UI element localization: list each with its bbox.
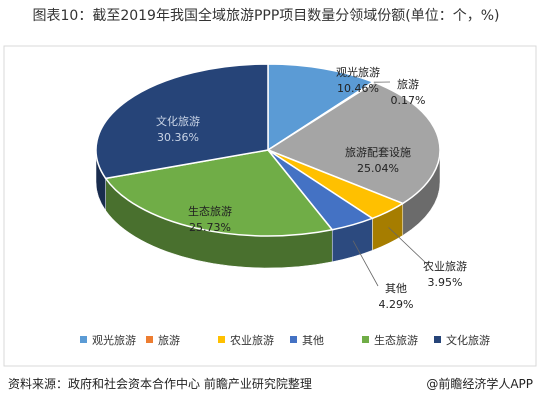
source: 资料来源：政府和社会资本合作中心 前瞻产业研究院整理 — [8, 377, 312, 391]
leader-line — [352, 240, 379, 287]
data-label-name: 旅游 — [397, 77, 419, 91]
data-label: 25.04% — [357, 162, 399, 175]
data-label: 25.73% — [189, 221, 231, 234]
data-label: 30.36% — [157, 131, 199, 144]
brand: @前瞻经济学人APP — [426, 377, 533, 391]
slice — [267, 63, 375, 152]
legend-label: 其他 — [302, 334, 324, 347]
legend-swatch — [290, 336, 297, 343]
data-label-name: 旅游配套设施 — [345, 145, 411, 159]
data-label-name: 观光旅游 — [336, 65, 380, 79]
data-label: 10.46% — [337, 82, 379, 95]
slice — [95, 63, 269, 180]
data-label-name: 生态旅游 — [188, 204, 232, 218]
data-label: 0.17% — [391, 94, 426, 107]
slice — [104, 149, 334, 237]
data-label-name: 其他 — [385, 282, 407, 295]
legend-label: 生态旅游 — [374, 333, 418, 347]
data-label-name: 文化旅游 — [156, 114, 200, 128]
legend-label: 观光旅游 — [92, 333, 136, 347]
chart-title: 图表10：截至2019年我国全域旅游PPP项目数量分领域份额(单位：个，%) — [32, 8, 500, 24]
legend-swatch — [434, 336, 441, 343]
data-label-name: 农业旅游 — [423, 259, 467, 273]
legend-swatch — [362, 336, 369, 343]
data-label: 4.29% — [379, 298, 414, 311]
slice — [266, 81, 441, 205]
legend-swatch — [80, 336, 87, 343]
legend-label: 文化旅游 — [446, 333, 490, 347]
legend-swatch — [218, 336, 225, 343]
plot-border — [3, 45, 537, 367]
legend-label: 农业旅游 — [230, 333, 274, 347]
data-label: 3.95% — [428, 276, 463, 289]
legend-label: 旅游 — [158, 333, 180, 347]
leader-line — [388, 227, 428, 265]
legend-swatch — [146, 336, 153, 343]
